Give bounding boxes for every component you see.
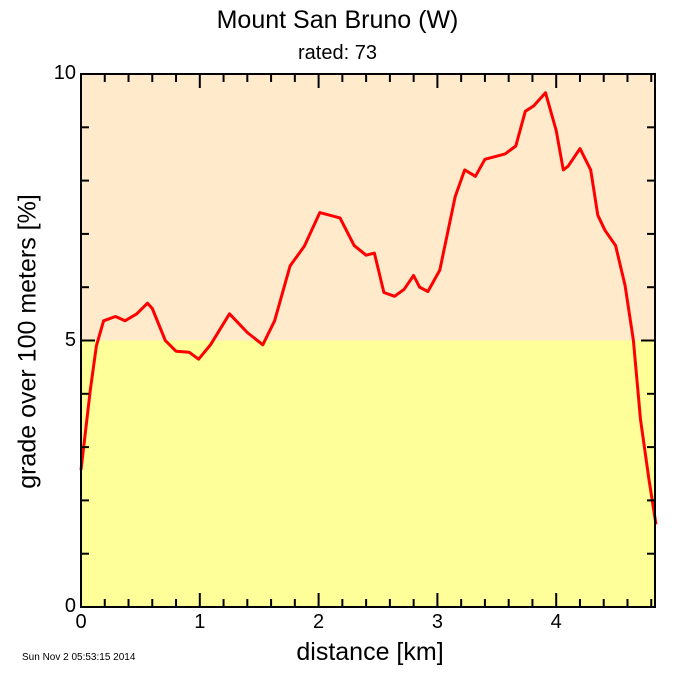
x-tick-label: 1 [194, 611, 206, 633]
background-band [81, 340, 655, 607]
timestamp: Sun Nov 2 05:53:15 2014 [22, 652, 136, 663]
x-tick-label: 3 [431, 611, 443, 633]
x-axis-label: distance [km] [296, 638, 444, 666]
chart-title: Mount San Bruno (W) [216, 6, 459, 34]
chart-subtitle: rated: 73 [298, 42, 377, 64]
x-tick-label: 2 [313, 611, 325, 633]
y-tick-label: 10 [53, 62, 76, 84]
background-band [81, 74, 655, 341]
y-tick-label: 0 [64, 595, 76, 617]
y-tick-label: 5 [64, 328, 76, 351]
x-tick-label: 4 [550, 611, 562, 633]
x-tick-label: 0 [75, 611, 87, 633]
grade-line [79, 91, 658, 525]
